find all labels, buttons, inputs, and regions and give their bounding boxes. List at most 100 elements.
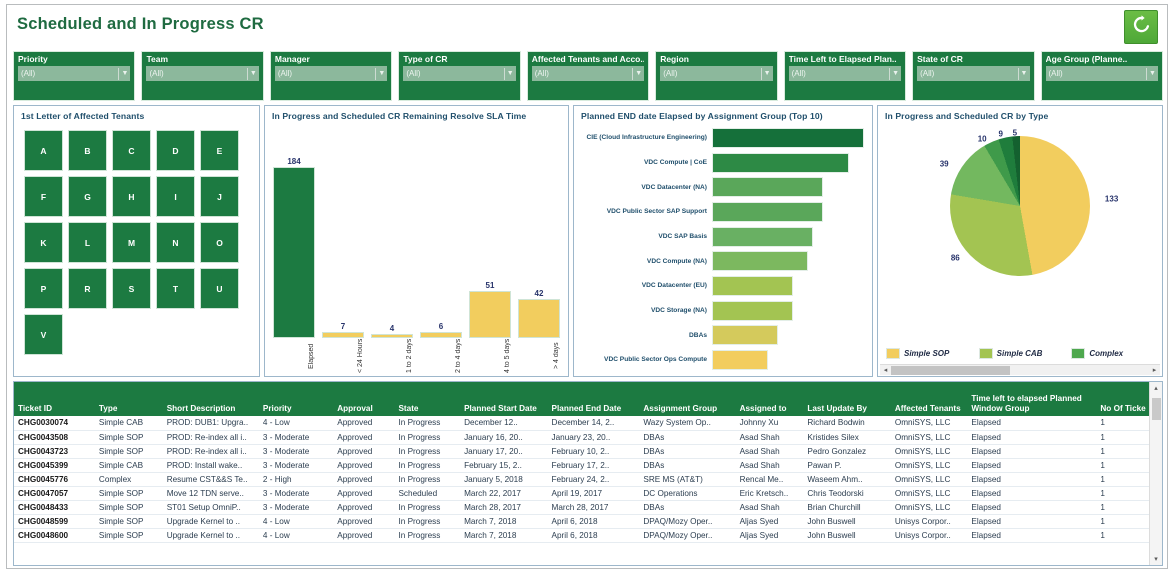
column-header[interactable]: Priority [258,382,334,416]
chevron-down-icon[interactable]: ▼ [635,70,643,77]
bar[interactable] [322,331,364,338]
letter-tile-e[interactable]: E [200,130,239,171]
chevron-down-icon[interactable]: ▼ [892,70,900,77]
bar[interactable] [371,334,413,338]
vertical-scrollbar[interactable]: ▴ ▾ [1149,382,1162,565]
scroll-down-icon[interactable]: ▾ [1154,556,1158,563]
cell: March 28, 2017 [547,500,640,515]
letter-tile-d[interactable]: D [156,130,195,171]
column-header[interactable]: Approval [333,382,395,416]
letter-tile-h[interactable]: H [112,176,151,217]
scroll-left-icon[interactable]: ◂ [883,367,888,374]
legend-item-simple-sop[interactable]: Simple SOP [886,347,969,359]
chevron-down-icon[interactable]: ▼ [1020,70,1028,77]
bar[interactable] [712,128,864,148]
bar[interactable] [712,275,794,296]
letter-tile-a[interactable]: A [24,130,63,171]
legend-item-complex[interactable]: Complex [1071,347,1154,359]
horizontal-scrollbar[interactable]: ◂ ▸ [880,364,1160,375]
column-header[interactable]: Assignment Group [639,382,736,416]
cell: 4 - Low [258,514,334,529]
table-row[interactable]: CHG0030074 Simple CAB PROD: DUB1: Upgra.. 4… [14,416,1149,431]
letter-tile-t[interactable]: T [156,268,195,309]
filter-dropdown[interactable]: (All) ▼ [917,66,1030,81]
letter-tile-v[interactable]: V [24,314,63,355]
chevron-down-icon[interactable]: ▼ [1148,70,1156,77]
legend-item-simple-cab[interactable]: Simple CAB [978,347,1062,359]
column-header[interactable]: Ticket ID [14,382,95,416]
axis-tick-label: 4 to 5 days [504,338,511,374]
cell: 1 [1096,430,1149,445]
column-header[interactable]: Type [94,382,163,416]
letter-tile-n[interactable]: N [156,222,195,263]
letter-tile-l[interactable]: L [68,222,107,263]
bar[interactable] [712,349,768,370]
letter-tile-k[interactable]: K [24,222,63,263]
bar[interactable] [712,177,824,198]
filter-dropdown[interactable]: (All) ▼ [274,66,388,81]
cell: In Progress [394,430,461,445]
chevron-down-icon[interactable]: ▼ [378,70,386,77]
cell: Johnny Xu [735,416,804,431]
letter-tile-b[interactable]: B [68,130,107,171]
table-row[interactable]: CHG0048433 Simple SOP ST01 Setup OmniP.. 3 … [14,500,1149,515]
column-header[interactable]: Last Update By [803,382,891,416]
bar[interactable] [469,290,511,338]
chevron-down-icon[interactable]: ▼ [249,70,257,77]
letter-tile-g[interactable]: G [68,176,107,217]
letter-tile-o[interactable]: O [200,222,239,263]
letter-tile-m[interactable]: M [112,222,151,263]
filter-dropdown[interactable]: (All) ▼ [146,66,259,81]
bar[interactable] [712,251,809,272]
column-header[interactable]: Planned Start Date [460,382,548,416]
bar[interactable] [273,166,315,338]
table-row[interactable]: CHG0045399 Simple CAB PROD: Install wake..… [14,458,1149,473]
table-row[interactable]: CHG0043508 Simple SOP PROD: Re-index all i… [14,430,1149,445]
column-header[interactable]: State [394,382,461,416]
scrollbar-track[interactable] [891,365,1149,375]
column-header[interactable]: Affected Tenants [890,382,968,416]
filter-dropdown[interactable]: (All) ▼ [531,66,645,81]
table-row[interactable]: CHG0047057 Simple SOP Move 12 TDN serve.. 3… [14,486,1149,501]
cell: 1 [1096,458,1149,473]
bar[interactable] [712,300,794,321]
table-row[interactable]: CHG0048600 Simple SOP Upgrade Kernel to ..… [14,528,1149,543]
column-header[interactable]: Short Description [162,382,259,416]
filter-dropdown[interactable]: (All) ▼ [18,66,131,81]
letter-tile-r[interactable]: R [68,268,107,309]
letter-tile-i[interactable]: I [156,176,195,217]
column-header[interactable]: Assigned to [735,382,804,416]
bar[interactable] [518,298,560,338]
bar[interactable] [712,201,824,222]
refresh-button[interactable] [1124,10,1158,44]
chevron-down-icon[interactable]: ▼ [763,70,771,77]
letter-tile-s[interactable]: S [112,268,151,309]
filter-dropdown[interactable]: (All) ▼ [1045,66,1158,81]
table-row[interactable]: CHG0043723 Simple SOP PROD: Re-index all i… [14,444,1149,459]
bar[interactable] [712,152,849,173]
table-row[interactable]: CHG0045776 Complex Resume CST&&S Te.. 2 - H… [14,472,1149,487]
letter-tile-j[interactable]: J [200,176,239,217]
filter-dropdown[interactable]: (All) ▼ [788,66,902,81]
column-header[interactable]: Time left to elapsed Planned Window Grou… [967,382,1097,416]
scroll-right-icon[interactable]: ▸ [1152,367,1157,374]
chevron-down-icon[interactable]: ▼ [506,70,514,77]
column-header[interactable]: No Of Ticke [1096,382,1149,416]
scrollbar-thumb[interactable] [1152,398,1161,420]
letter-tile-c[interactable]: C [112,130,151,171]
letter-tile-p[interactable]: P [24,268,63,309]
scrollbar-thumb[interactable] [891,365,1010,375]
bar[interactable] [420,332,462,338]
filter-label: Type of CR [403,54,448,64]
table-row[interactable]: CHG0048599 Simple SOP Upgrade Kernel to ..… [14,514,1149,529]
letter-tile-f[interactable]: F [24,176,63,217]
chevron-down-icon[interactable]: ▼ [121,70,129,77]
scroll-up-icon[interactable]: ▴ [1154,385,1158,392]
filter-dropdown[interactable]: (All) ▼ [403,66,516,81]
filter-dropdown[interactable]: (All) ▼ [660,66,773,81]
bar[interactable] [712,325,778,346]
bar[interactable] [712,226,814,247]
letter-tile-u[interactable]: U [200,268,239,309]
pie-chart[interactable] [950,136,1090,276]
column-header[interactable]: Planned End Date [547,382,640,416]
